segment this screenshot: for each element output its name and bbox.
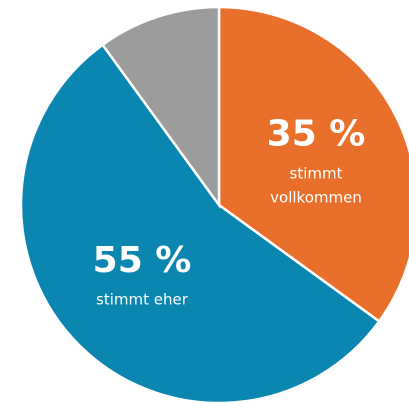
pie-slice <box>100 5 221 209</box>
value-label: 35 % <box>267 114 366 155</box>
value-label: 55 % <box>93 240 192 281</box>
category-label: stimmt vollkommen <box>270 164 362 206</box>
category-label: stimmt eher <box>96 291 189 309</box>
pie-slice <box>217 5 409 324</box>
pie-slice <box>19 43 381 403</box>
